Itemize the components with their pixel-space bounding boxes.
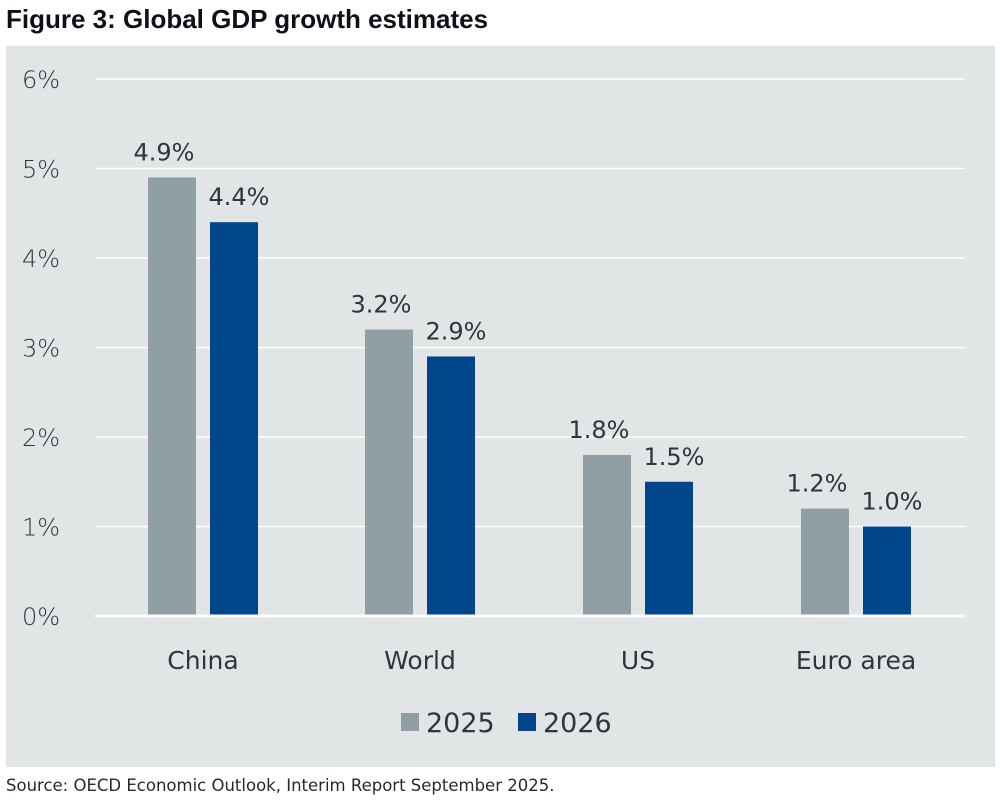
x-tick-label: World <box>384 646 456 675</box>
bar-2026 <box>645 481 693 615</box>
y-tick-label: 5% <box>22 156 60 184</box>
data-label: 3.2% <box>351 291 412 319</box>
legend-label: 2026 <box>543 708 612 739</box>
data-label: 1.0% <box>862 488 923 516</box>
y-tick-label: 0% <box>22 603 60 631</box>
y-tick-label: 6% <box>22 66 60 94</box>
x-tick-label: China <box>167 646 238 675</box>
data-label: 4.9% <box>134 138 195 166</box>
bar-2025 <box>148 177 196 615</box>
data-label: 1.2% <box>787 470 848 498</box>
source-note: Source: OECD Economic Outlook, Interim R… <box>6 776 555 795</box>
bar-2025 <box>801 508 849 615</box>
y-tick-label: 1% <box>22 514 60 542</box>
data-label: 1.8% <box>569 416 630 444</box>
data-label: 1.5% <box>644 443 705 471</box>
bar-2026 <box>863 526 911 615</box>
x-tick-label: Euro area <box>796 646 916 675</box>
y-tick-label: 2% <box>22 424 60 452</box>
bar-2025 <box>583 454 631 615</box>
legend-swatch-2025 <box>401 713 419 731</box>
data-label: 4.4% <box>209 183 270 211</box>
bar-2025 <box>365 329 413 615</box>
bar-2026 <box>210 222 258 615</box>
y-tick-label: 4% <box>22 245 60 273</box>
x-tick-label: US <box>621 646 655 675</box>
legend-label: 2025 <box>426 708 495 739</box>
chart-title: Figure 3: Global GDP growth estimates <box>6 4 489 34</box>
legend-swatch-2026 <box>518 713 536 731</box>
bar-2026 <box>427 356 475 615</box>
y-tick-label: 3% <box>22 335 60 363</box>
data-label: 2.9% <box>426 317 487 345</box>
